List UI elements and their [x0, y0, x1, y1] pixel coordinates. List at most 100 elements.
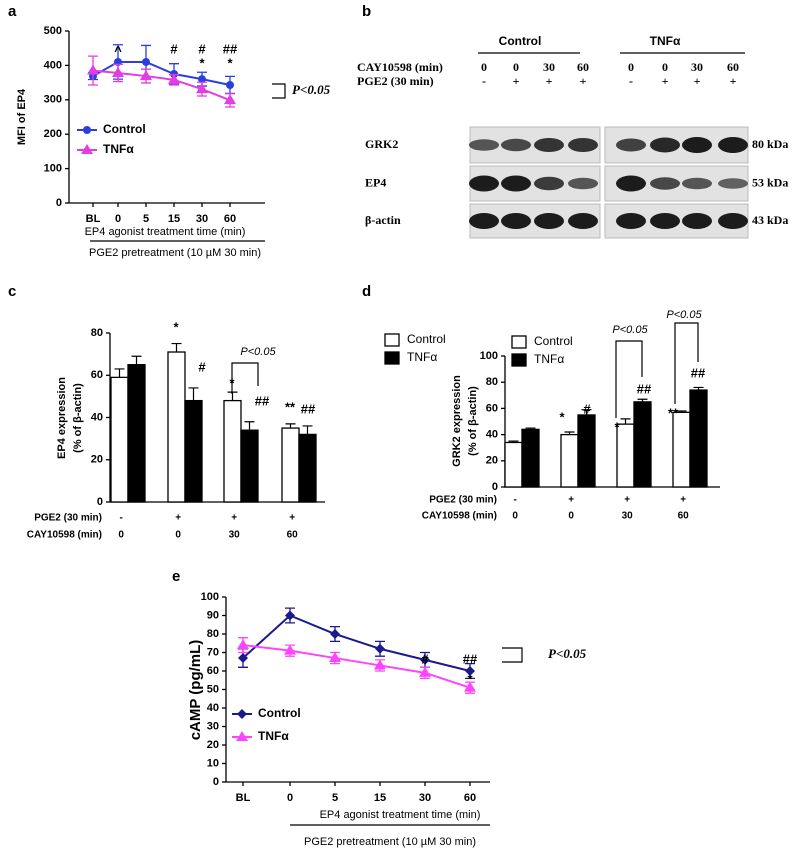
- band: [650, 213, 680, 229]
- lane-label: +: [662, 74, 669, 88]
- panel: c 0 20 40 60 80 EP4 expression (% of β-actin) PG…: [8, 283, 446, 541]
- legend-label: TNFα: [258, 729, 289, 743]
- annotation: ##: [691, 365, 706, 380]
- annotation: ##: [301, 401, 316, 416]
- bar: [298, 433, 317, 503]
- marker: [112, 66, 124, 77]
- panel-letter: b: [362, 3, 371, 20]
- legend-swatch: [384, 333, 400, 347]
- legend-swatch: [384, 351, 400, 365]
- marker: [375, 643, 385, 654]
- annotation: P<0.05: [612, 324, 648, 336]
- y-tick-label: 40: [91, 411, 103, 423]
- category-row-label: CAY10598 (min): [27, 530, 102, 541]
- error-bar: [171, 342, 182, 353]
- band: [534, 176, 564, 191]
- band: [616, 213, 646, 229]
- legend-label: TNFα: [534, 352, 564, 366]
- x-tick-label: 5: [332, 792, 338, 804]
- y-tick-label: 80: [207, 628, 219, 640]
- row-size: 43 kDa: [752, 213, 788, 227]
- annotation: ##: [223, 41, 238, 56]
- band: [534, 213, 564, 229]
- band: [534, 138, 564, 152]
- panel-letter: c: [8, 283, 16, 300]
- x-tick-label: 0: [287, 792, 293, 804]
- band: [682, 177, 712, 190]
- annotation: #: [170, 41, 178, 56]
- annotation: *: [467, 671, 473, 686]
- bracket: [502, 647, 523, 663]
- band: [616, 175, 646, 192]
- legend-marker: [236, 731, 248, 741]
- annotation: #: [421, 651, 429, 666]
- marker: [374, 659, 386, 670]
- y-tick-label: 40: [486, 429, 498, 441]
- annotation: *: [199, 55, 205, 70]
- y-tick-label: 100: [201, 591, 219, 603]
- annotation: **: [285, 399, 296, 414]
- error-bar: [302, 425, 313, 435]
- marker: [238, 653, 248, 664]
- error-bar: [581, 409, 592, 415]
- annotation: *: [227, 55, 233, 70]
- band: [501, 138, 531, 152]
- y-tick-label: 100: [480, 350, 498, 362]
- legend-label: Control: [258, 706, 301, 720]
- y-tick-label: 300: [44, 94, 62, 106]
- x-tick-label: -: [120, 513, 123, 524]
- x-tick-label: 30: [419, 792, 431, 804]
- lane-label: +: [546, 74, 553, 88]
- annotation: ##: [637, 381, 652, 396]
- series-line: [242, 614, 471, 672]
- lane-label: 30: [691, 60, 703, 74]
- group-label: TNFα: [650, 34, 681, 48]
- panel: e 0 10 20 30 40 50 60 70 80 90 100 cAMP (pg/mL) BL 0 5 1…: [172, 568, 587, 848]
- band: [501, 175, 531, 192]
- marker: [140, 70, 152, 81]
- bracket: [674, 322, 699, 404]
- marker: [465, 666, 475, 676]
- annotation: P<0.05: [548, 646, 587, 661]
- blot-panel: b Control TNFα CAY10598 (min) 0 0 30 60 0 0 30 60 PG…: [357, 3, 788, 239]
- legend-swatch: [511, 353, 527, 367]
- x-tick-label: 5: [143, 213, 149, 225]
- band: [568, 213, 598, 229]
- annotation: P<0.05: [240, 346, 276, 358]
- y-tick-label: 50: [207, 683, 219, 695]
- lane-label: +: [730, 74, 737, 88]
- annotation: #: [583, 401, 591, 416]
- band: [650, 137, 680, 153]
- x-tick-label: 30: [196, 213, 208, 225]
- x-tick-label: 30: [622, 511, 634, 522]
- annotation: *: [173, 319, 179, 334]
- lane-label: +: [580, 74, 587, 88]
- x-tick-label: 60: [224, 213, 236, 225]
- x-axis-label: EP4 agonist treatment time (min): [320, 809, 481, 821]
- annotation: ##: [463, 651, 478, 666]
- row-size: 80 kDa: [752, 137, 788, 151]
- annotation: *: [614, 419, 620, 434]
- error-bar: [188, 387, 199, 401]
- x-tick-label: 15: [374, 792, 386, 804]
- x-tick-label: 0: [118, 530, 124, 541]
- x-tick-label: 30: [229, 530, 241, 541]
- marker: [168, 73, 180, 84]
- lane-label: 60: [727, 60, 739, 74]
- x-axis-label-2: PGE2 pretreatment (10 µM 30 min): [304, 836, 476, 848]
- error-bar: [114, 368, 125, 378]
- marker: [226, 81, 234, 90]
- bar: [577, 414, 596, 488]
- y-tick-label: 20: [207, 739, 219, 751]
- legend-marker: [83, 126, 91, 134]
- x-tick-label: +: [289, 513, 295, 524]
- y-axis-label: (% of β-actin): [72, 383, 84, 453]
- panel-letter: a: [8, 3, 17, 20]
- marker: [420, 654, 430, 665]
- category-row-label: CAY10598 (min): [422, 511, 497, 522]
- y-tick-label: 10: [207, 757, 219, 769]
- x-tick-label: 0: [512, 511, 518, 522]
- x-tick-label: 0: [568, 511, 574, 522]
- bar: [689, 389, 708, 488]
